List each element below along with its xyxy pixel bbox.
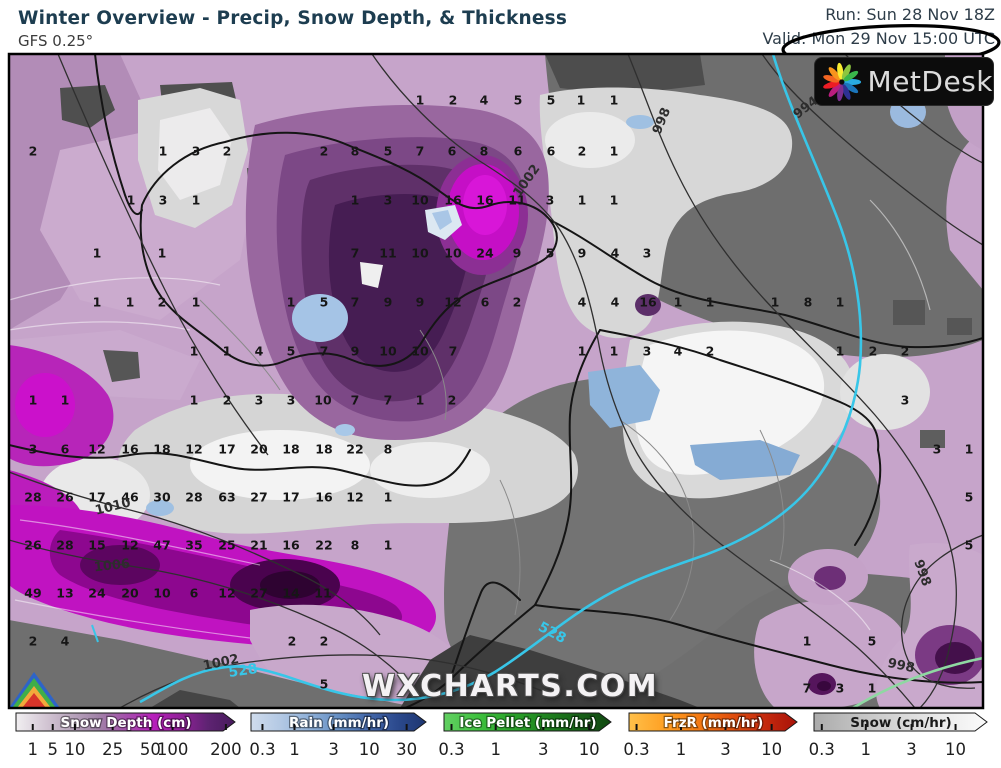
legend-bar-snowdepth: Snow Depth (cm) [15, 712, 237, 732]
thickness-line-green [852, 656, 983, 708]
legend-tick: 3 [328, 740, 339, 759]
precip-contours [9, 199, 931, 639]
legend-bar-rain: Rain (mm/hr) [250, 712, 428, 732]
legend-bar-label: Snow (cm/hr) [850, 715, 951, 731]
legend-bar-snowrate: Snow (cm/hr) [813, 712, 989, 732]
legend-bar-label: FrzR (mm/hr) [664, 715, 764, 731]
metdesk-pinwheel-icon [823, 62, 862, 101]
legend-tick: 10 [761, 740, 783, 759]
legend-tick: 3 [720, 740, 731, 759]
legend-tick: 3 [538, 740, 549, 759]
legend-bar-icepellet: Ice Pellet (mm/hr) [443, 712, 613, 732]
legend-tick: 200 [210, 740, 242, 759]
metdesk-logo-text: MetDesk [867, 65, 993, 98]
map-border [7, 52, 985, 710]
legend-bar-label: Snow Depth (cm) [61, 715, 192, 731]
run-time-label: Run: Sun 28 Nov 18Z [825, 5, 995, 24]
page-title: Winter Overview - Precip, Snow Depth, & … [18, 8, 568, 29]
legend-tick: 100 [156, 740, 189, 759]
legend-tick: 10 [578, 740, 600, 759]
legend-tick: 50 [139, 740, 161, 759]
legend-tick: 1 [860, 740, 872, 759]
thickness-line-528 [139, 54, 863, 704]
isobar-lines [9, 54, 983, 708]
legend-tick: 1 [490, 740, 501, 759]
legend-tick: 1 [289, 740, 300, 759]
legend-tick: 0.3 [808, 740, 835, 759]
watermark: WXCHARTS.COM [362, 669, 659, 704]
legend-tick: 5 [47, 740, 58, 759]
admin-borders [199, 299, 785, 621]
legend-tick: 0.3 [438, 740, 465, 759]
legend-tick: 0.3 [623, 740, 650, 759]
legend-tick: 0.3 [249, 740, 276, 759]
legend-tick: 30 [396, 740, 418, 759]
legend-tick: 1 [27, 740, 39, 759]
legend-bar-label: Ice Pellet (mm/hr) [459, 715, 596, 731]
legend-tick: 25 [102, 740, 124, 759]
model-label: GFS 0.25° [18, 32, 94, 50]
multicolor-peak [9, 672, 60, 708]
legend-tick: 3 [906, 740, 917, 759]
legend-bar-label: Rain (mm/hr) [289, 715, 389, 731]
legend-tick: 10 [945, 740, 967, 759]
metdesk-logo: MetDesk [815, 58, 993, 105]
legend-bar-frzr: FrzR (mm/hr) [628, 712, 799, 732]
legend-tick: 10 [64, 740, 86, 759]
legend-tick: 1 [675, 740, 687, 759]
legend-tick: 10 [358, 740, 380, 759]
